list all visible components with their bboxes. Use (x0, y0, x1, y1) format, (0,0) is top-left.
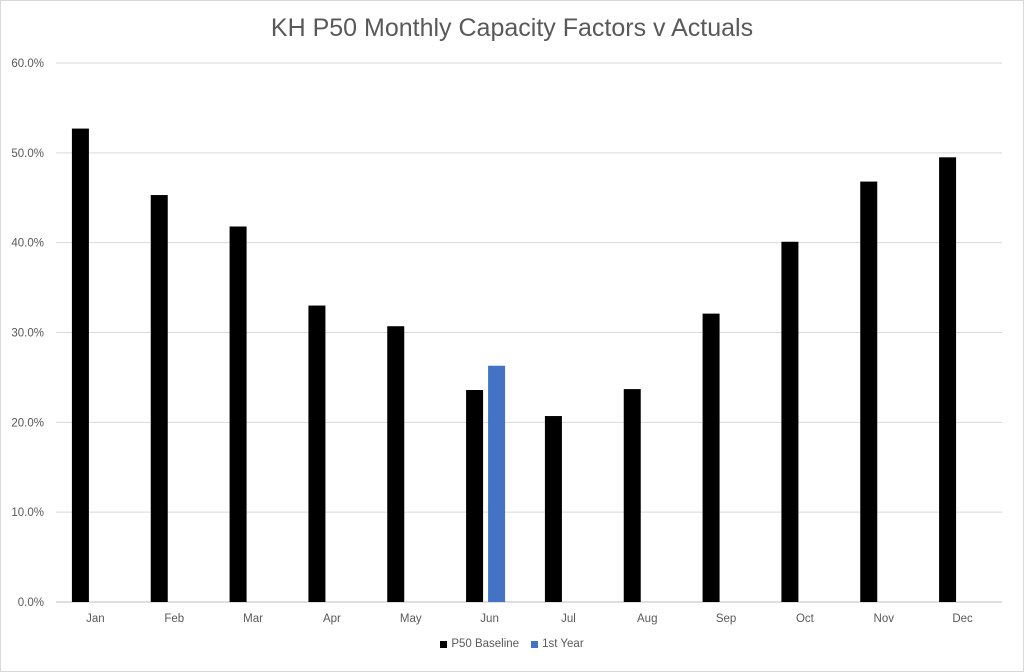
bar-p50-baseline (466, 389, 484, 602)
bar-p50-baseline (71, 128, 89, 602)
y-tick-label: 0.0% (18, 597, 44, 609)
bar-p50-baseline (387, 326, 405, 602)
bar-p50-baseline (623, 389, 641, 602)
x-tick-label: Jun (480, 613, 499, 625)
y-tick-label: 10.0% (11, 507, 44, 519)
x-tick-label: Sep (716, 613, 736, 625)
bar-p50-baseline (702, 313, 720, 602)
y-tick-label: 60.0% (11, 58, 44, 70)
legend-swatch-p50-baseline (440, 640, 448, 648)
x-tick-label: Nov (874, 613, 895, 625)
x-tick-label: Dec (952, 613, 973, 625)
bar-p50-baseline (229, 226, 247, 602)
x-tick-label: Apr (323, 613, 341, 625)
y-tick-label: 50.0% (11, 148, 44, 160)
legend: P50 Baseline 1st Year (0, 638, 1024, 650)
chart-title: KH P50 Monthly Capacity Factors v Actual… (270, 14, 754, 42)
bar-p50-baseline (860, 181, 878, 602)
x-tick-label: Feb (164, 613, 184, 625)
y-tick-label: 20.0% (11, 417, 44, 429)
bar-p50-baseline (781, 241, 799, 603)
legend-item-1st-year: 1st Year (531, 638, 584, 650)
x-tick-label: Jan (86, 613, 105, 625)
legend-item-p50-baseline: P50 Baseline (440, 638, 519, 650)
bar-p50-baseline (308, 305, 326, 602)
bar-1st-year (488, 365, 506, 602)
legend-label-1st-year: 1st Year (542, 638, 584, 650)
legend-swatch-1st-year (531, 640, 539, 648)
x-tick-label: May (400, 613, 422, 625)
bar-p50-baseline (544, 416, 562, 602)
legend-label-p50-baseline: P50 Baseline (451, 638, 520, 650)
bar-p50-baseline (939, 157, 957, 602)
y-tick-label: 40.0% (11, 238, 44, 250)
x-tick-label: Aug (637, 613, 657, 625)
x-tick-label: Oct (796, 613, 815, 625)
bar-p50-baseline (150, 195, 168, 602)
x-tick-label: Jul (561, 613, 576, 625)
y-tick-label: 30.0% (11, 328, 44, 340)
x-tick-label: Mar (243, 613, 263, 625)
